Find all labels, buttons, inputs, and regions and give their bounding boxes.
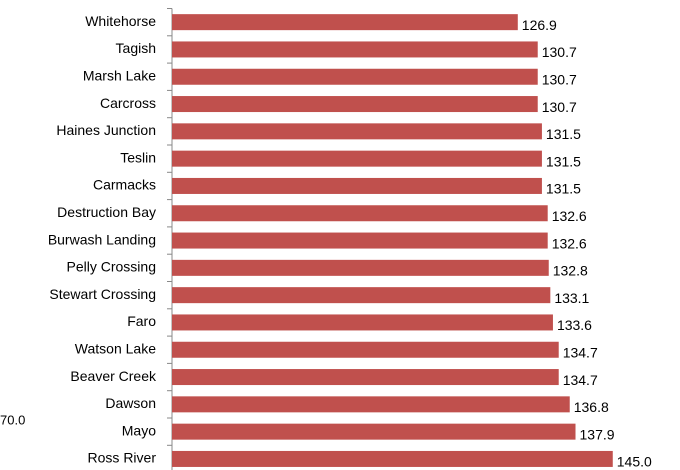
y-tick-label: Stewart Crossing [49, 286, 156, 302]
y-tick-label: Mayo [122, 422, 156, 438]
value-label: 133.6 [557, 317, 592, 333]
bar [172, 423, 576, 440]
value-label: 131.5 [546, 181, 581, 197]
y-tick-label: Marsh Lake [83, 67, 156, 83]
value-label: 131.5 [546, 126, 581, 142]
value-label: 126.9 [522, 17, 557, 33]
bar [172, 259, 549, 276]
y-tick-label: Haines Junction [56, 122, 156, 138]
bar [172, 341, 559, 358]
annotation: 70.0 [0, 412, 25, 427]
bar [172, 396, 570, 413]
bar [172, 14, 518, 31]
bar [172, 369, 559, 386]
y-tick-label: Whitehorse [85, 13, 156, 29]
y-tick-label: Pelly Crossing [67, 259, 156, 275]
y-tick-label: Dawson [105, 395, 156, 411]
y-tick-label: Carcross [100, 95, 156, 111]
y-tick-label: Faro [127, 313, 156, 329]
y-tick-label: Teslin [120, 149, 156, 165]
value-label: 145.0 [617, 454, 652, 470]
bar [172, 205, 548, 222]
bar [172, 177, 542, 194]
bar [172, 287, 551, 304]
bar [172, 150, 542, 167]
value-label: 130.7 [542, 99, 577, 115]
value-label: 134.7 [563, 344, 598, 360]
value-label: 132.6 [552, 208, 587, 224]
value-label: 130.7 [542, 71, 577, 87]
bar [172, 96, 538, 113]
y-tick-label: Tagish [116, 40, 156, 56]
value-label: 130.7 [542, 44, 577, 60]
value-label: 133.1 [554, 290, 589, 306]
value-label: 132.8 [553, 263, 588, 279]
y-tick-label: Beaver Creek [70, 368, 157, 384]
bar [172, 314, 553, 331]
value-label: 132.6 [552, 235, 587, 251]
bar [172, 232, 548, 249]
bar [172, 41, 538, 58]
bar [172, 123, 542, 140]
y-tick-label: Ross River [88, 450, 157, 466]
value-label: 136.8 [574, 399, 609, 415]
value-label: 137.9 [580, 426, 615, 442]
bar [172, 68, 538, 85]
value-label: 131.5 [546, 153, 581, 169]
y-tick-label: Burwash Landing [48, 231, 156, 247]
y-tick-label: Destruction Bay [57, 204, 156, 220]
value-label: 134.7 [563, 372, 598, 388]
bar [172, 450, 613, 467]
y-tick-label: Watson Lake [75, 340, 156, 356]
y-tick-label: Carmacks [93, 177, 156, 193]
